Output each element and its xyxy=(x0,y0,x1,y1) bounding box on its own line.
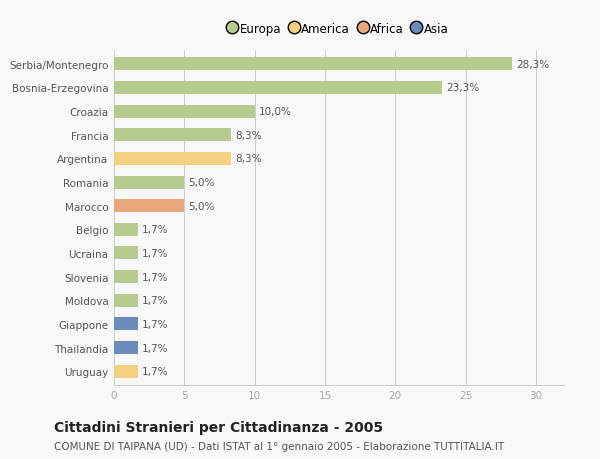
Text: 5,0%: 5,0% xyxy=(188,178,215,188)
Text: 8,3%: 8,3% xyxy=(235,130,262,140)
Text: Cittadini Stranieri per Cittadinanza - 2005: Cittadini Stranieri per Cittadinanza - 2… xyxy=(54,420,383,434)
Bar xyxy=(114,152,231,166)
Text: 23,3%: 23,3% xyxy=(446,83,479,93)
Bar xyxy=(114,82,442,95)
Text: 1,7%: 1,7% xyxy=(142,248,169,258)
Text: 8,3%: 8,3% xyxy=(235,154,262,164)
Text: 1,7%: 1,7% xyxy=(142,225,169,235)
Legend: Europa, America, Africa, Asia: Europa, America, Africa, Asia xyxy=(226,20,452,39)
Text: 10,0%: 10,0% xyxy=(259,107,292,117)
Text: 1,7%: 1,7% xyxy=(142,296,169,306)
Text: 5,0%: 5,0% xyxy=(188,201,215,211)
Bar xyxy=(114,247,138,260)
Bar xyxy=(114,106,254,118)
Bar xyxy=(114,224,138,236)
Text: 1,7%: 1,7% xyxy=(142,366,169,376)
Bar xyxy=(114,58,512,71)
Bar xyxy=(114,294,138,307)
Text: 1,7%: 1,7% xyxy=(142,319,169,329)
Bar xyxy=(114,176,184,189)
Text: 1,7%: 1,7% xyxy=(142,272,169,282)
Text: 1,7%: 1,7% xyxy=(142,343,169,353)
Bar xyxy=(114,129,231,142)
Text: 28,3%: 28,3% xyxy=(516,60,550,70)
Bar xyxy=(114,365,138,378)
Text: COMUNE DI TAIPANA (UD) - Dati ISTAT al 1° gennaio 2005 - Elaborazione TUTTITALIA: COMUNE DI TAIPANA (UD) - Dati ISTAT al 1… xyxy=(54,441,504,451)
Bar xyxy=(114,341,138,354)
Bar xyxy=(114,200,184,213)
Bar xyxy=(114,318,138,330)
Bar xyxy=(114,270,138,284)
